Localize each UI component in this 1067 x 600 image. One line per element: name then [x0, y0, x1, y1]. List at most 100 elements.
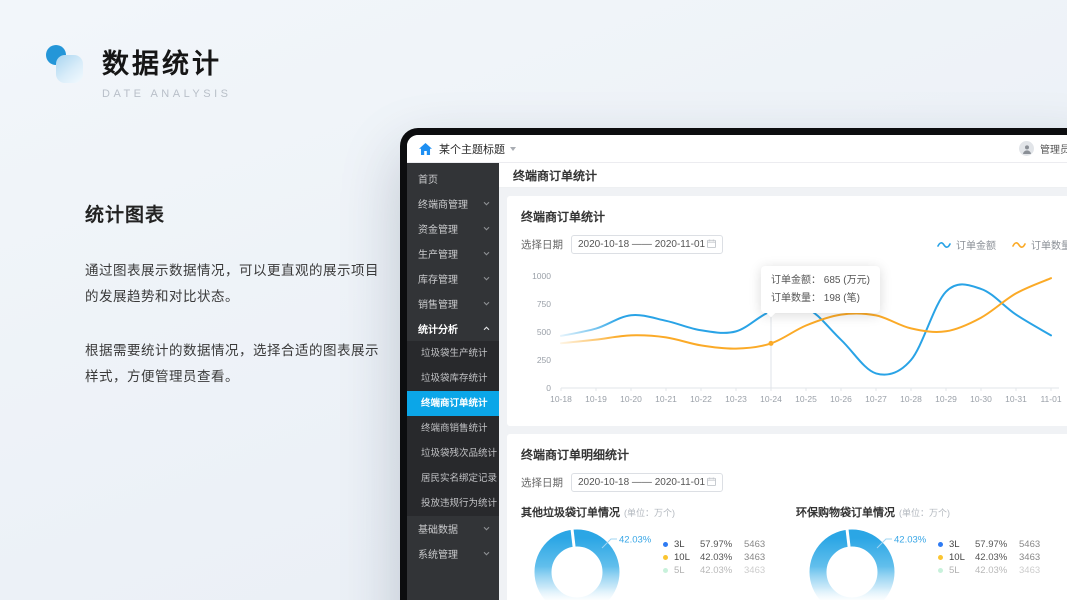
sidebar-item[interactable]: 首页 — [407, 166, 499, 191]
sidebar-item[interactable]: 终端商管理 — [407, 191, 499, 216]
chevron-down-icon — [510, 146, 516, 151]
card-title: 终端商订单明细统计 — [521, 448, 630, 462]
intro-heading: 统计图表 — [85, 205, 166, 226]
pie-legend: 3L 57.97% 5463 10L 42.03% 3463 5L 42.03%… — [663, 538, 776, 600]
sidebar-item-label: 销售管理 — [418, 300, 458, 311]
chevron-down-icon — [483, 223, 490, 234]
pie-legend-row[interactable]: 5L 42.03% 3463 — [663, 564, 776, 577]
svg-text:10-26: 10-26 — [830, 394, 852, 404]
svg-text:10-29: 10-29 — [935, 394, 957, 404]
pie-legend-row[interactable]: 10L 42.03% 3463 — [938, 551, 1051, 564]
pie-title: 其他垃圾袋订单情况 — [521, 507, 620, 519]
pie-legend-percent: 42.03% — [700, 552, 733, 563]
pie-section-eco-bags: 环保购物袋订单情况 (单位：万个) 42.03% 3L — [796, 504, 1067, 600]
svg-text:10-27: 10-27 — [865, 394, 887, 404]
line-chart[interactable]: 0 250 500 750 1000 10-18 10-19 10-20 10-21 10-22 1… — [521, 262, 1065, 414]
sidebar-item-label: 库存管理 — [418, 275, 458, 286]
intro-paragraph-2: 根据需要统计的数据情况，选择合适的图表展示样式，方便管理员查看。 — [85, 342, 379, 384]
sidebar-item[interactable]: 基础数据 — [407, 516, 499, 541]
svg-text:0: 0 — [546, 383, 551, 393]
date-range-value: 2020-10-18 —— 2020-11-01 — [578, 239, 706, 250]
sidebar-subitem[interactable]: 垃圾袋库存统计 — [421, 373, 488, 384]
sidebar-item-label: 生产管理 — [418, 250, 458, 261]
chart-tooltip: 订单金额： 685 (万元) 订单数量： 198 (笔) — [761, 266, 880, 313]
pie-legend-percent: 42.03% — [975, 552, 1008, 563]
chevron-down-icon — [483, 523, 490, 534]
pie-legend-row[interactable]: 3L 57.97% 5463 — [938, 538, 1051, 551]
sidebar-item[interactable]: 销售管理 — [407, 291, 499, 316]
legend-item[interactable]: 订单数量 — [1012, 237, 1067, 252]
brand-subtitle: DATE ANALYSIS — [102, 88, 232, 100]
pie-legend-percent: 57.97% — [700, 539, 733, 550]
svg-text:10-18: 10-18 — [550, 394, 572, 404]
pie-legend-value: 3463 — [744, 565, 766, 576]
donut-chart[interactable]: 42.03% — [531, 526, 659, 600]
pie-legend-row[interactable]: 3L 57.97% 5463 — [663, 538, 776, 551]
svg-text:10-20: 10-20 — [620, 394, 642, 404]
sidebar-item[interactable]: 系统管理 — [407, 541, 499, 566]
date-range-input[interactable]: 2020-10-18 —— 2020-11-01 — [571, 235, 723, 254]
tooltip-line: 订单数量： 198 (笔) — [771, 292, 860, 304]
sidebar-item[interactable]: 资金管理 — [407, 216, 499, 241]
pie-legend-label: 5L — [674, 565, 685, 576]
sidebar-submenu: 垃圾袋生产统计 垃圾袋库存统计终端商订单统计终端商销售统计 垃圾袋残次品统计 居民实名… — [407, 341, 499, 516]
wave-line-icon — [1012, 241, 1026, 248]
sidebar-subitem[interactable]: 投放违规行为统计 — [421, 498, 498, 509]
app-window: 某个主题标题 管理员 首页 终端商管理 资金管理 生产管理 库存管理 销售管理 统计分析 垃圾… — [407, 135, 1067, 600]
svg-text:10-23: 10-23 — [725, 394, 747, 404]
sidebar-item-label: 终端商管理 — [418, 200, 468, 211]
calendar-icon — [707, 238, 716, 251]
brand-logo: 数据统计 DATE ANALYSIS — [46, 42, 231, 100]
pie-legend-row[interactable]: 10L 42.03% 3463 — [663, 551, 776, 564]
date-range-input[interactable]: 2020-10-18 —— 2020-11-01 — [571, 473, 723, 492]
sidebar-subitem[interactable]: 终端商销售统计 — [421, 423, 488, 434]
sidebar-item-label: 系统管理 — [418, 550, 458, 561]
svg-text:10-24: 10-24 — [760, 394, 782, 404]
pie-legend-value: 3463 — [744, 552, 766, 563]
legend-dot — [663, 555, 668, 560]
svg-text:500: 500 — [537, 327, 551, 337]
sidebar-subitem[interactable]: 垃圾袋残次品统计 — [421, 448, 498, 459]
sidebar-item-label: 资金管理 — [418, 225, 458, 236]
svg-text:10-31: 10-31 — [1005, 394, 1027, 404]
user-menu[interactable]: 管理员 — [1019, 141, 1067, 156]
pie-legend-label: 5L — [949, 565, 960, 576]
user-avatar — [1019, 141, 1034, 156]
svg-text:42.03%: 42.03% — [619, 535, 652, 546]
pie-legend-value: 3463 — [1019, 552, 1041, 563]
page-title: 终端商订单统计 — [499, 163, 1067, 188]
app-title[interactable]: 某个主题标题 — [439, 143, 505, 156]
sidebar-item[interactable]: 库存管理 — [407, 266, 499, 291]
sidebar-subitem[interactable]: 终端商订单统计 — [407, 391, 499, 416]
pie-legend-value: 5463 — [1019, 539, 1041, 550]
legend-item[interactable]: 订单金额 — [937, 237, 996, 252]
chart-legend: 订单金额 订单数量 — [937, 237, 1067, 252]
pie-section-other-bags: 其他垃圾袋订单情况 (单位：万个) 42.03% 3L — [521, 504, 796, 600]
sidebar-item[interactable]: 生产管理 — [407, 241, 499, 266]
svg-text:250: 250 — [537, 355, 551, 365]
legend-dot — [663, 542, 668, 547]
pie-unit-label: (单位：万个) — [624, 508, 675, 518]
device-frame: 某个主题标题 管理员 首页 终端商管理 资金管理 生产管理 库存管理 销售管理 统计分析 垃圾… — [400, 128, 1067, 600]
wave-line-icon — [937, 241, 951, 248]
sidebar-subitem[interactable]: 居民实名绑定记录 — [421, 473, 498, 484]
chevron-down-icon — [483, 298, 490, 309]
chevron-down-icon — [483, 273, 490, 284]
pie-legend-label: 10L — [949, 552, 965, 563]
sidebar-item-label: 基础数据 — [418, 525, 458, 536]
date-filter-label: 选择日期 — [521, 477, 563, 489]
svg-text:10-28: 10-28 — [900, 394, 922, 404]
order-stats-card: 终端商订单统计 选择日期 2020-10-18 —— 2020-11-01 订单… — [507, 196, 1067, 426]
sidebar-subitem[interactable]: 垃圾袋生产统计 — [421, 348, 488, 359]
pie-legend-row[interactable]: 5L 42.03% 3463 — [938, 564, 1051, 577]
home-icon[interactable] — [419, 142, 432, 155]
content-area: 终端商订单统计 选择日期 2020-10-18 —— 2020-11-01 订单… — [499, 188, 1067, 600]
pie-legend-label: 3L — [674, 539, 685, 550]
order-detail-card: 终端商订单明细统计 选择日期 2020-10-18 —— 2020-11-01 — [507, 434, 1067, 600]
sidebar-item[interactable]: 统计分析 — [407, 316, 499, 341]
donut-chart[interactable]: 42.03% — [806, 526, 934, 600]
pie-legend-percent: 42.03% — [700, 565, 733, 576]
legend-dot — [663, 568, 668, 573]
svg-text:10-30: 10-30 — [970, 394, 992, 404]
card-title: 终端商订单统计 — [521, 210, 606, 224]
